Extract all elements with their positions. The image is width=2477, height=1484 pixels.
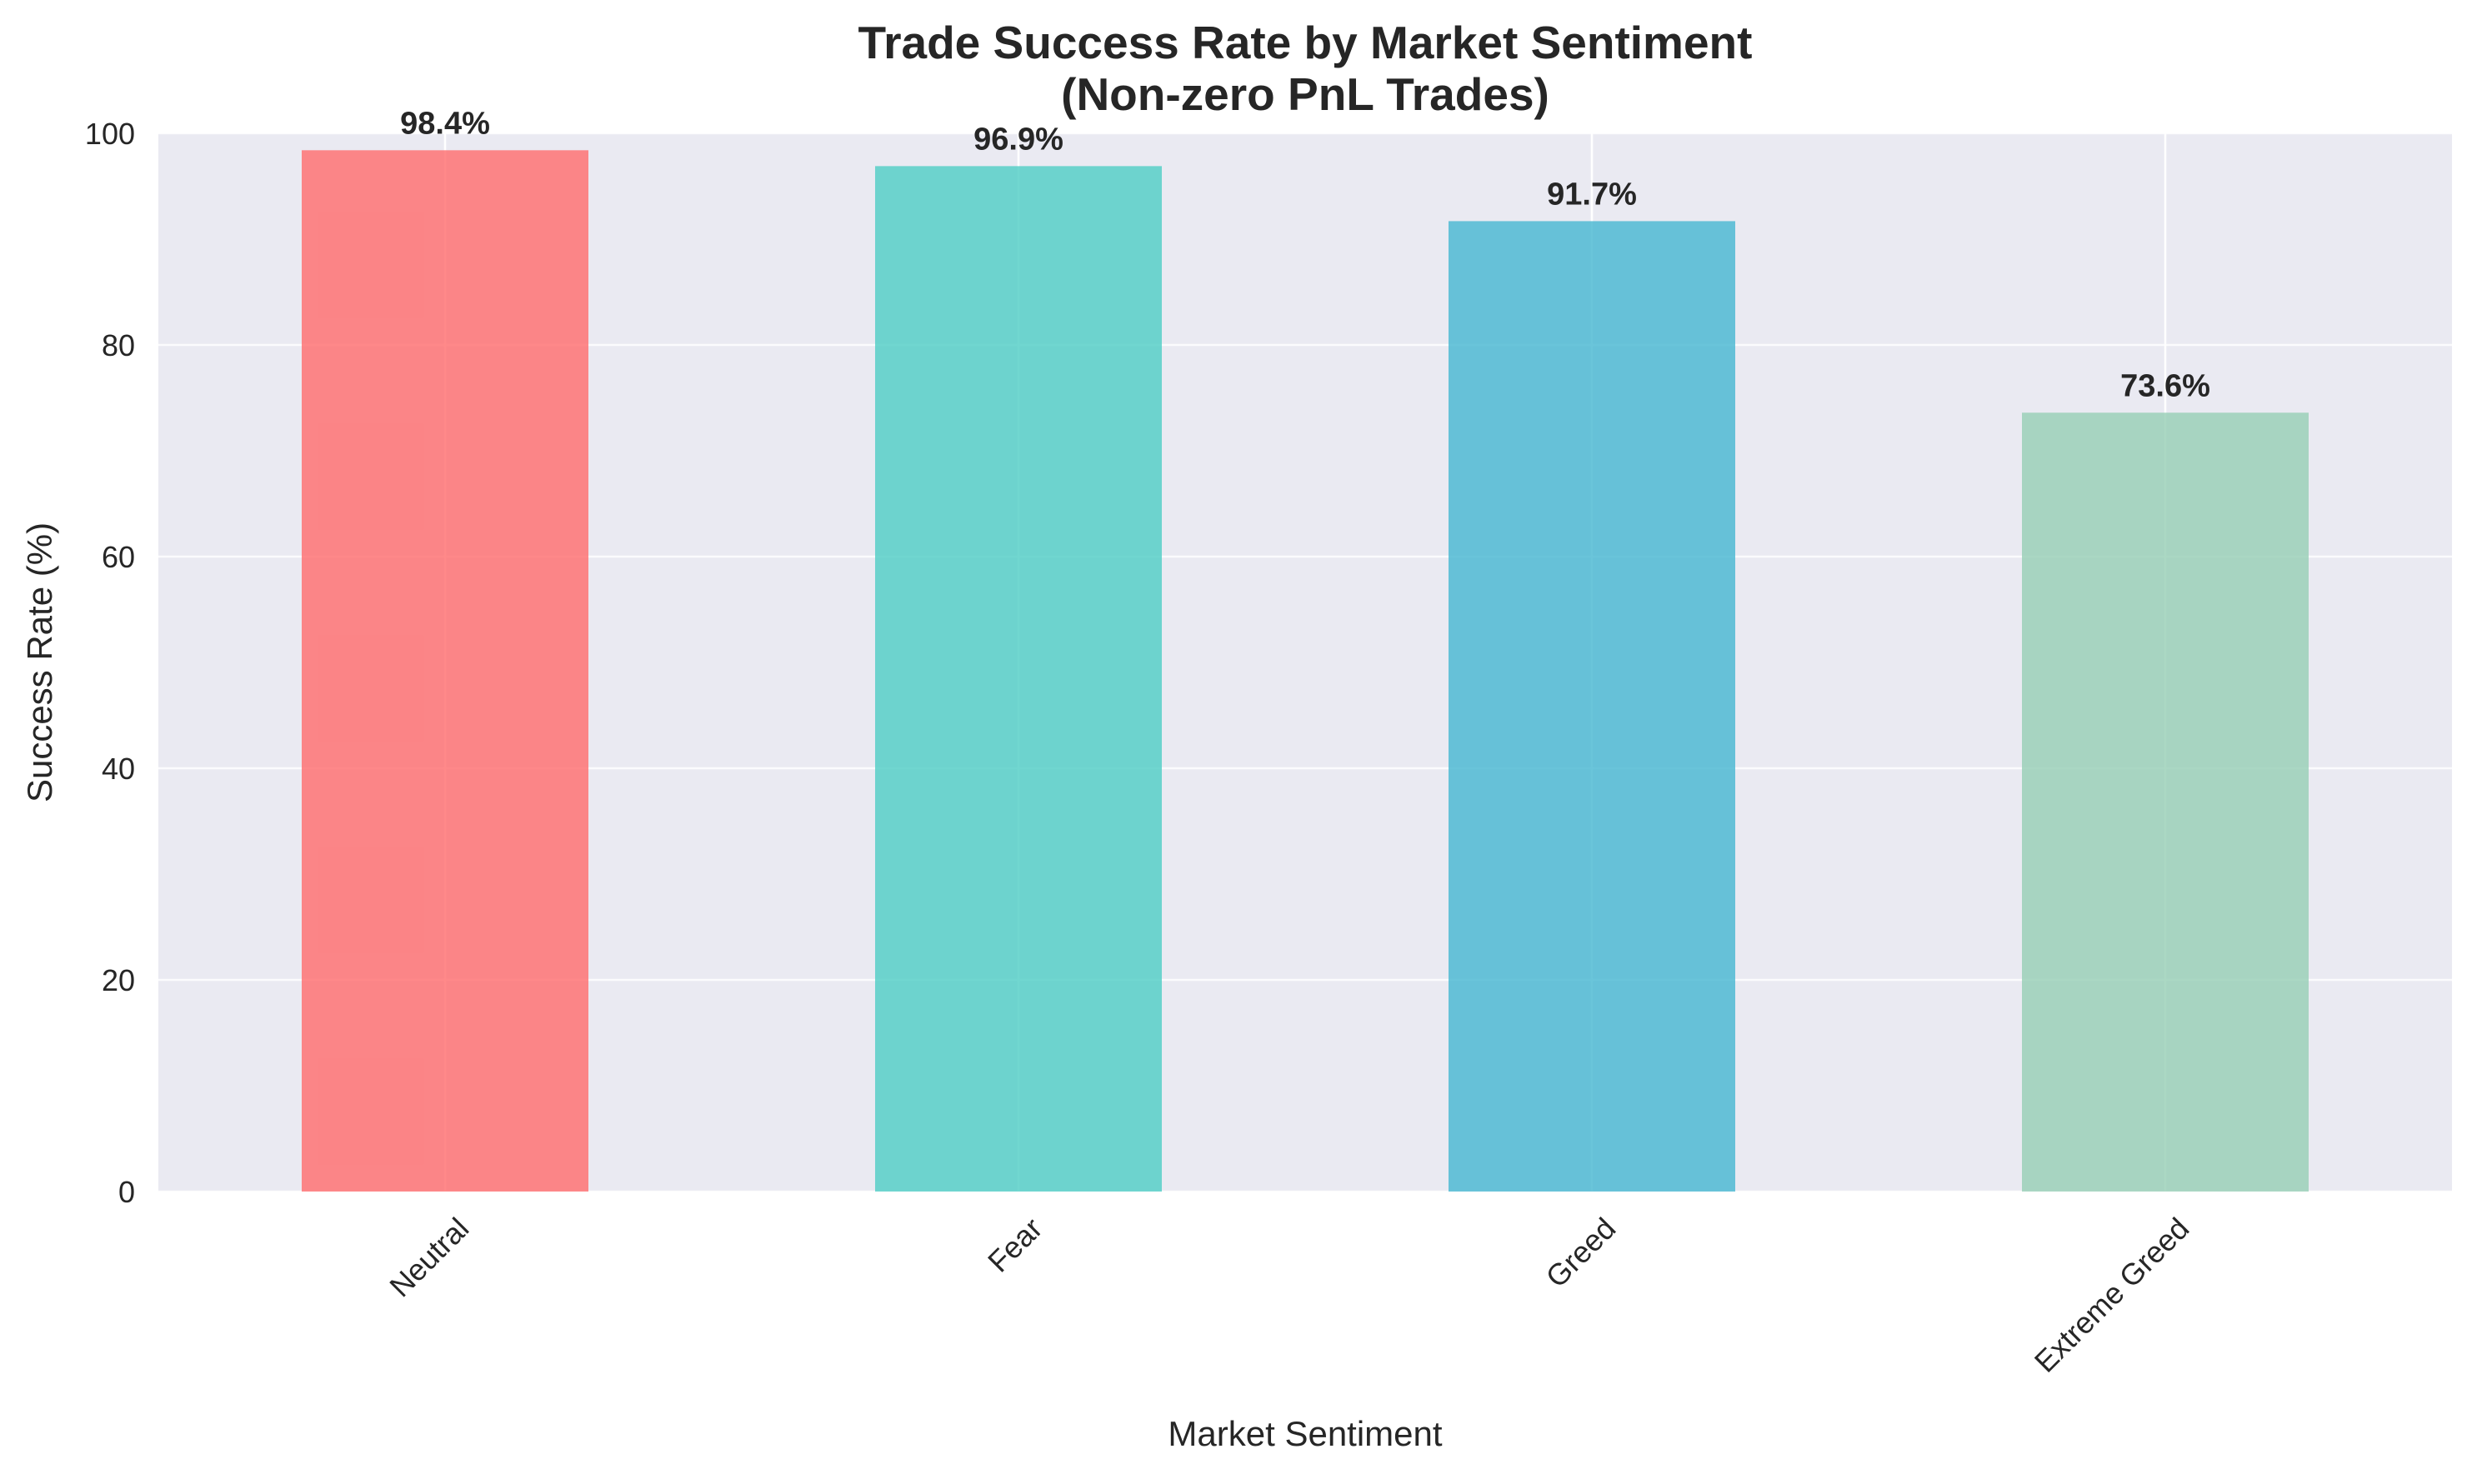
bar-fear xyxy=(875,166,1162,1192)
chart-subtitle: (Non-zero PnL Trades) xyxy=(1061,68,1549,120)
bars xyxy=(302,150,2309,1192)
x-axis-ticks: Neutral Fear Greed Extreme Greed xyxy=(383,1211,2195,1379)
y-axis-ticks: 0 20 40 60 80 100 xyxy=(85,117,135,1209)
bar-value-label: 91.7% xyxy=(1547,177,1637,212)
bar-neutral xyxy=(302,150,588,1192)
x-tick-label: Fear xyxy=(981,1211,1048,1278)
bar-extreme-greed xyxy=(2022,412,2309,1192)
y-tick-label: 60 xyxy=(102,540,135,574)
value-labels: 98.4% 96.9% 91.7% 73.6% xyxy=(400,106,2210,403)
y-tick-label: 100 xyxy=(85,117,135,151)
x-tick-label: Greed xyxy=(1539,1211,1623,1294)
x-tick-label: Extreme Greed xyxy=(2028,1211,2196,1379)
bar-greed xyxy=(1449,221,1735,1192)
x-tick-label: Neutral xyxy=(383,1211,475,1303)
y-tick-label: 40 xyxy=(102,752,135,786)
y-tick-label: 80 xyxy=(102,328,135,362)
y-tick-label: 0 xyxy=(118,1175,135,1209)
x-axis-label: Market Sentiment xyxy=(1168,1414,1442,1453)
chart-title: Trade Success Rate by Market Sentiment xyxy=(858,17,1753,68)
bar-value-label: 98.4% xyxy=(400,106,490,141)
y-tick-label: 20 xyxy=(102,963,135,997)
y-axis-label: Success Rate (%) xyxy=(20,522,59,802)
bar-value-label: 73.6% xyxy=(2120,368,2210,403)
bar-value-label: 96.9% xyxy=(973,122,1063,157)
